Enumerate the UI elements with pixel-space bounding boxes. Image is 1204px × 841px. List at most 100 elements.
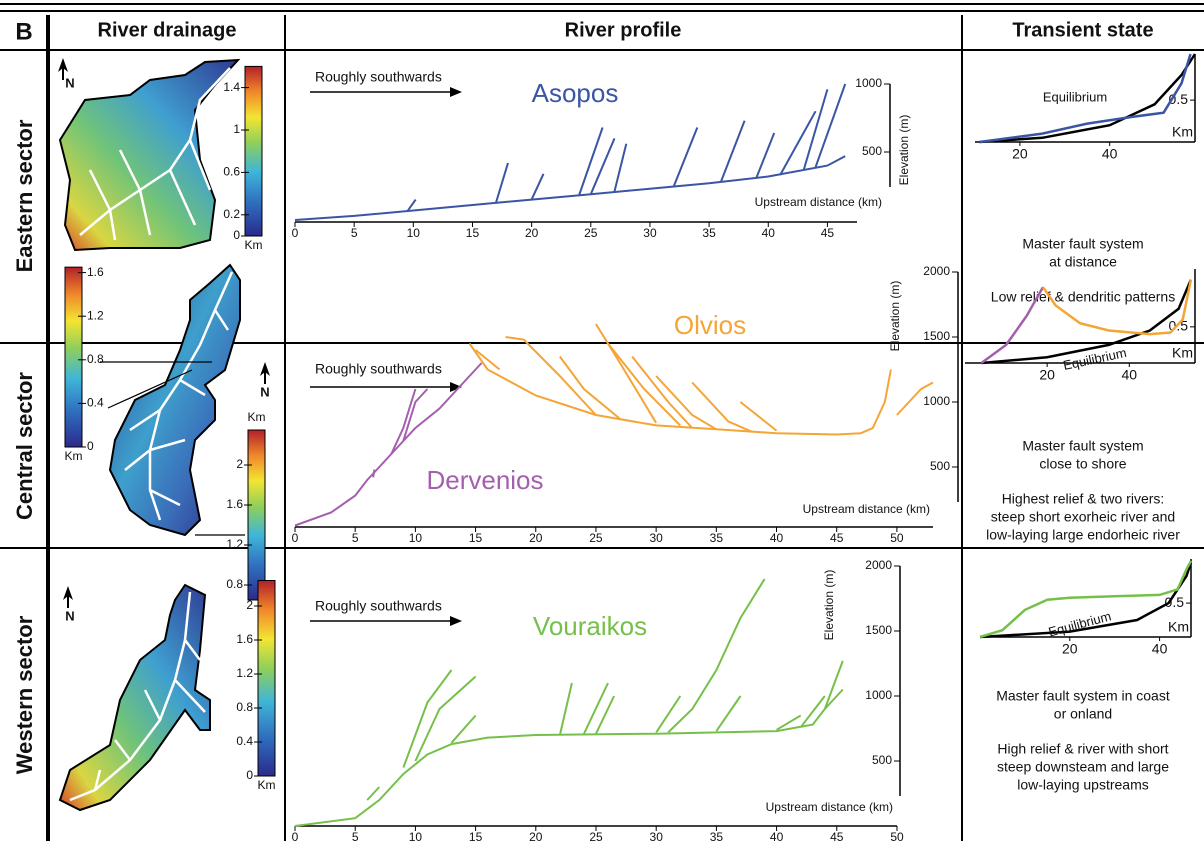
x-tick-label: 10 [409, 830, 423, 841]
river-profile [391, 389, 415, 454]
colorbar [65, 267, 82, 447]
x-tick-label: 40 [1152, 641, 1168, 657]
river-profile [367, 787, 379, 800]
figure: B River drainage River profile Transient… [0, 0, 1204, 841]
x-tick-label: 25 [589, 531, 603, 545]
x-tick-label: 35 [710, 830, 724, 841]
colorbar-tick-label: 0.4 [236, 734, 253, 748]
panel-label: B [15, 18, 32, 45]
axis-unit: Km [1172, 345, 1193, 361]
colorbar-unit: Km [245, 238, 263, 252]
y-tick-label: 1000 [855, 76, 882, 90]
x-tick-label: 20 [1012, 146, 1028, 162]
x-tick-label: 40 [770, 830, 784, 841]
river-profile [532, 174, 544, 200]
river-profile [470, 344, 891, 435]
sector-label: Central sector [12, 372, 37, 520]
x-tick-label: 20 [529, 830, 543, 841]
transient-note: steep short exorheic river and [991, 509, 1175, 525]
colorbar-tick-label: 0.6 [223, 165, 240, 179]
x-tick-label: 30 [643, 226, 657, 240]
x-tick-label: 20 [1039, 367, 1055, 383]
x-tick-label: 30 [650, 830, 664, 841]
column-header: Transient state [1012, 19, 1153, 41]
y-tick-label: 1000 [923, 394, 950, 408]
sector-label: Western sector [12, 615, 37, 774]
y-tick-label: 500 [862, 144, 882, 158]
annotation: Roughly southwards [315, 69, 442, 85]
colorbar-tick-label: 0.4 [87, 396, 104, 410]
x-tick-label: 50 [890, 531, 904, 545]
x-tick-label: 25 [589, 830, 603, 841]
y-tick-label: 1500 [923, 329, 950, 343]
river-profile [756, 133, 774, 178]
x-tick-label: 30 [649, 531, 663, 545]
river-name: Olvios [674, 310, 746, 340]
river-profile [295, 156, 845, 220]
colorbar-unit: Km [248, 410, 266, 424]
x-tick-label: 45 [830, 531, 844, 545]
colorbar-tick-label: 1.2 [87, 308, 104, 322]
x-tick-label: 15 [469, 830, 483, 841]
annotation-arrowhead [450, 87, 462, 97]
river-profile [591, 138, 615, 194]
y-tick-label: 1500 [865, 623, 892, 637]
colorbar [245, 66, 262, 236]
river-profile [801, 696, 825, 727]
x-axis-label: Upstream distance (km) [803, 502, 930, 516]
colorbar-tick-label: 1.6 [87, 265, 104, 279]
colorbar-tick-label: 2 [236, 457, 243, 471]
transient-note: High relief & river with short [997, 741, 1168, 757]
x-tick-label: 0 [292, 226, 299, 240]
colorbar-tick-label: 1.6 [236, 632, 253, 646]
river-profile [596, 324, 656, 423]
river-profile [506, 337, 596, 415]
river-profile [692, 383, 752, 432]
river-profile [579, 128, 603, 196]
river-name: Asopos [532, 78, 619, 108]
transient-note: steep downsteam and large [997, 759, 1169, 775]
river-profile [403, 670, 451, 768]
colorbar-tick-label: 1.2 [236, 666, 253, 680]
transient-note: close to shore [1039, 456, 1126, 472]
river-profile [584, 683, 608, 734]
river-profile [740, 402, 776, 431]
y-tick-label: 2000 [865, 558, 892, 572]
axis-unit: Km [1172, 124, 1193, 140]
sector-label: Eastern sector [12, 119, 37, 272]
x-tick-label: 35 [710, 531, 724, 545]
equilibrium-label: Equilibrium [1062, 345, 1128, 373]
transient-note: low-laying upstreams [1017, 777, 1149, 793]
x-tick-label: 45 [830, 830, 844, 841]
equilibrium-label: Equilibrium [1043, 89, 1107, 104]
x-tick-label: 10 [407, 226, 421, 240]
x-tick-label: 15 [469, 531, 483, 545]
colorbar-tick-label: 0 [87, 439, 94, 453]
x-tick-label: 40 [762, 226, 776, 240]
colorbar-unit: Km [258, 778, 276, 792]
axis-unit: Km [1168, 619, 1189, 635]
x-tick-label: 50 [890, 830, 904, 841]
north-label: N [260, 384, 269, 399]
x-tick-label: 10 [409, 531, 423, 545]
colorbar-tick-label: 2 [246, 598, 253, 612]
column-header: River drainage [98, 19, 237, 41]
x-tick-label: 40 [1121, 367, 1137, 383]
transient-note: low-laying large endorheic river [986, 527, 1180, 543]
x-tick-label: 20 [529, 531, 543, 545]
colorbar-tick-label: 0 [233, 228, 240, 242]
river-profile [668, 579, 764, 732]
x-tick-label: 45 [821, 226, 835, 240]
x-tick-label: 25 [584, 226, 598, 240]
north-label: N [65, 75, 74, 90]
colorbar-tick-label: 0.8 [236, 700, 253, 714]
river-profile [560, 683, 572, 735]
river-profile [295, 690, 843, 827]
colorbar-tick-label: 0.2 [223, 207, 240, 221]
x-tick-label: 5 [351, 226, 358, 240]
colorbar [258, 581, 275, 777]
river-profile [452, 716, 476, 743]
x-axis-label: Upstream distance (km) [755, 195, 882, 209]
river-profile [615, 144, 627, 192]
y-tick-label: 500 [872, 753, 892, 767]
